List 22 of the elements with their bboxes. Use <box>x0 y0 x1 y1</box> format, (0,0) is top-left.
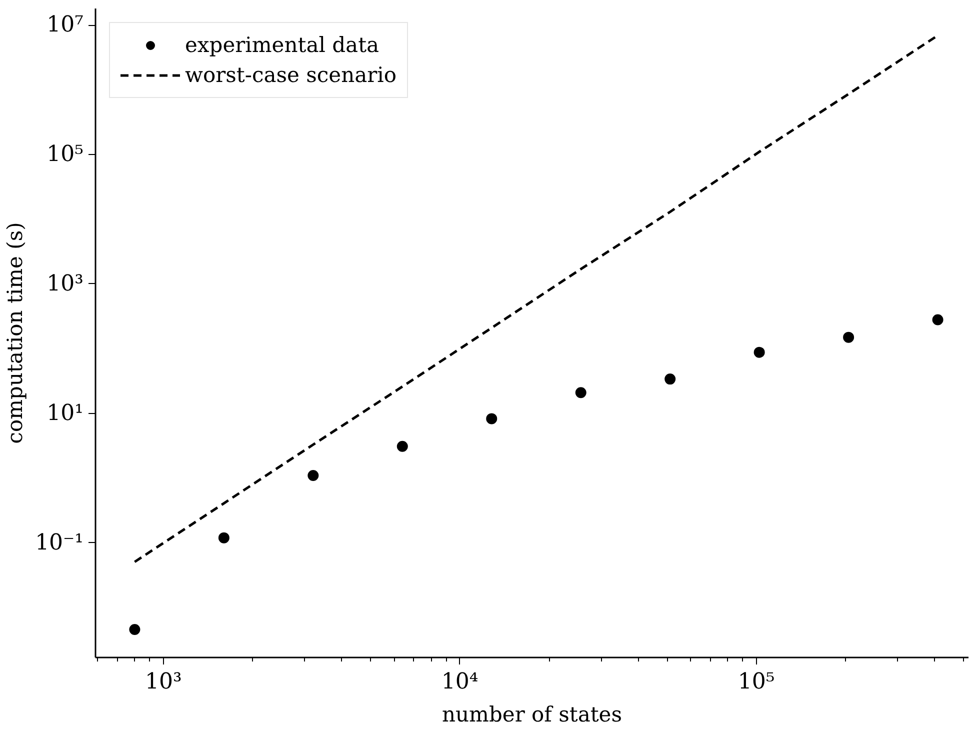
y-tick-label: 10⁷ <box>46 12 84 38</box>
y-tick-label: 10³ <box>46 271 84 296</box>
y-axis-title: computation time (s) <box>3 222 28 444</box>
point <box>932 314 944 326</box>
point <box>575 387 586 398</box>
x-tick-label: 10⁴ <box>441 670 478 694</box>
y-tick-label: 10¹ <box>46 400 84 426</box>
point <box>486 413 498 424</box>
point <box>396 440 408 452</box>
y-tick-label: 10⁵ <box>46 142 84 168</box>
legend-label: worst-case scenario <box>185 63 397 87</box>
point <box>129 624 140 636</box>
point <box>754 346 765 358</box>
legend-label: experimental data <box>185 33 380 57</box>
x-axis-title: number of states <box>442 702 622 726</box>
y-tick-label: 10⁻¹ <box>35 530 84 556</box>
point <box>308 470 319 482</box>
point <box>843 332 854 343</box>
x-tick-label: 10³ <box>145 670 182 694</box>
x-tick-label: 10⁵ <box>738 670 775 694</box>
point <box>218 532 230 544</box>
point <box>664 374 676 385</box>
